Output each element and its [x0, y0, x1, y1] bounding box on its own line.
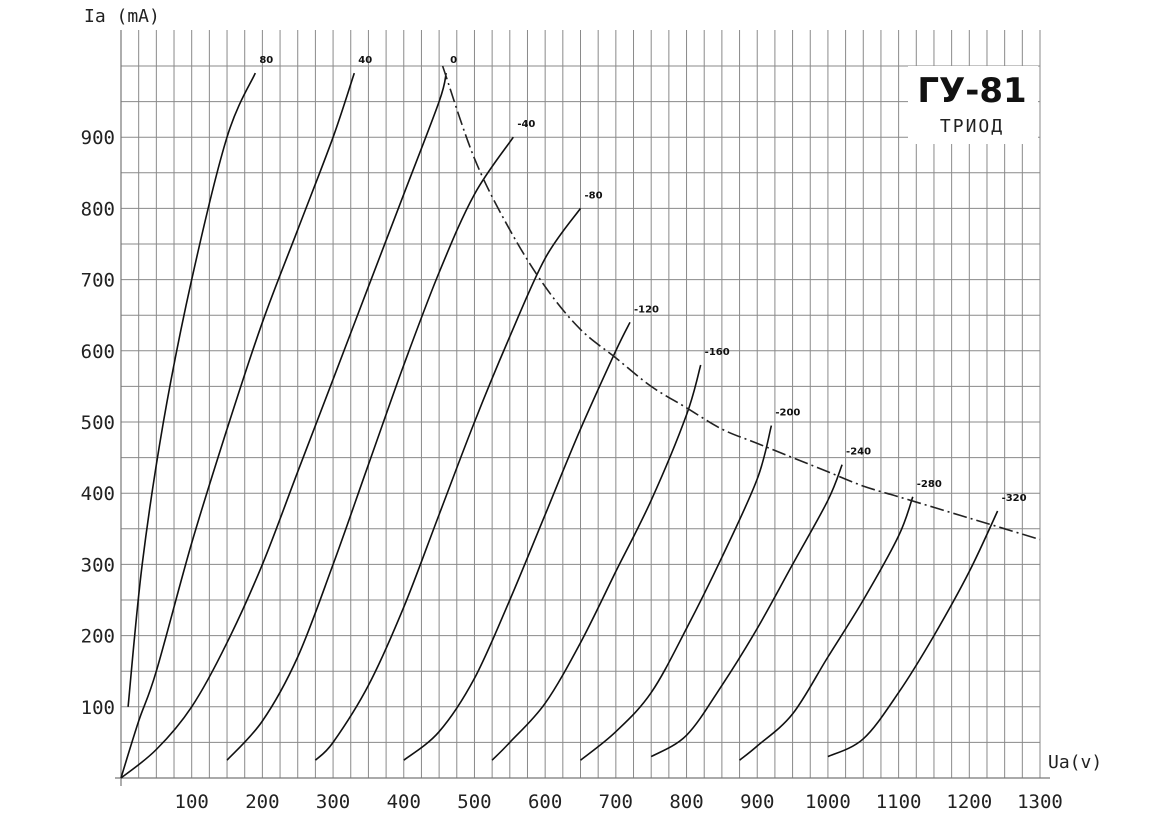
x-tick-label: 400: [387, 791, 421, 813]
max-dissipation-curve: [441, 65, 1041, 541]
curve-label: -320: [1002, 493, 1027, 504]
x-tick-label: 800: [669, 791, 703, 813]
y-tick-label: 400: [81, 483, 115, 505]
x-tick-labels: 100 200 300 400 500 600 700 800 900 1000 1100 1200 1…: [175, 791, 1063, 813]
y-tick-labels: 100 200 300 400 500 600 700 800 900: [81, 127, 115, 719]
dissipation-limit-line: [441, 65, 1041, 541]
title-block: ГУ-81 ТРИОД: [908, 66, 1038, 144]
curve-label: 0: [450, 55, 457, 66]
curve-grid-minus-160: [491, 364, 702, 761]
curve-grid-minus-200: [580, 425, 773, 761]
curve-grid-minus-320: [827, 510, 999, 758]
curve-grid-minus-40: [226, 136, 514, 761]
x-tick-label: 900: [740, 791, 774, 813]
grid: [120, 30, 1041, 778]
curve-label: 40: [358, 55, 372, 66]
curve-label: -160: [705, 347, 730, 358]
y-tick-label: 100: [81, 697, 115, 719]
curve-label: -40: [517, 119, 535, 130]
x-tick-label: 1200: [946, 791, 992, 813]
x-axis-label: Ua(v): [1048, 752, 1102, 773]
curve-label: 80: [259, 55, 273, 66]
x-tick-label: 500: [457, 791, 491, 813]
y-tick-label: 800: [81, 198, 115, 220]
x-tick-label: 700: [599, 791, 633, 813]
curve-label: -80: [585, 190, 603, 201]
curve-grid-minus-280: [739, 496, 914, 761]
chart-subtitle: ТРИОД: [940, 116, 1004, 137]
curve-label: -200: [775, 408, 800, 419]
x-tick-label: 1300: [1017, 791, 1063, 813]
grid-voltage-curves: [120, 72, 999, 779]
y-tick-label: 700: [81, 270, 115, 292]
x-tick-label: 300: [316, 791, 350, 813]
curve-grid-minus-120: [403, 321, 631, 761]
x-tick-label: 1000: [805, 791, 851, 813]
x-tick-label: 100: [175, 791, 209, 813]
y-tick-label: 500: [81, 412, 115, 434]
curve-grid-minus-80: [314, 207, 582, 761]
y-tick-label: 300: [81, 554, 115, 576]
x-tick-label: 600: [528, 791, 562, 813]
axes: [115, 30, 1050, 786]
y-tick-label: 900: [81, 127, 115, 149]
y-axis-label: Ia (mA): [84, 6, 160, 27]
curve-grid-minus-240: [650, 464, 843, 758]
x-tick-label: 1100: [876, 791, 922, 813]
y-tick-label: 600: [81, 341, 115, 363]
chart-title: ГУ-81: [917, 71, 1026, 111]
curve-grid-80: [127, 72, 257, 707]
curve-label: -120: [634, 304, 659, 315]
curve-label: -280: [917, 479, 942, 490]
curve-grid-40: [120, 72, 356, 779]
curve-grid-0: [120, 72, 447, 779]
curve-labels: 80 40 0 -40 -80 -120 -160 -200 -240 -280 -320: [259, 55, 1026, 504]
y-tick-label: 200: [81, 626, 115, 648]
x-tick-label: 200: [245, 791, 279, 813]
curve-label: -240: [846, 447, 871, 458]
